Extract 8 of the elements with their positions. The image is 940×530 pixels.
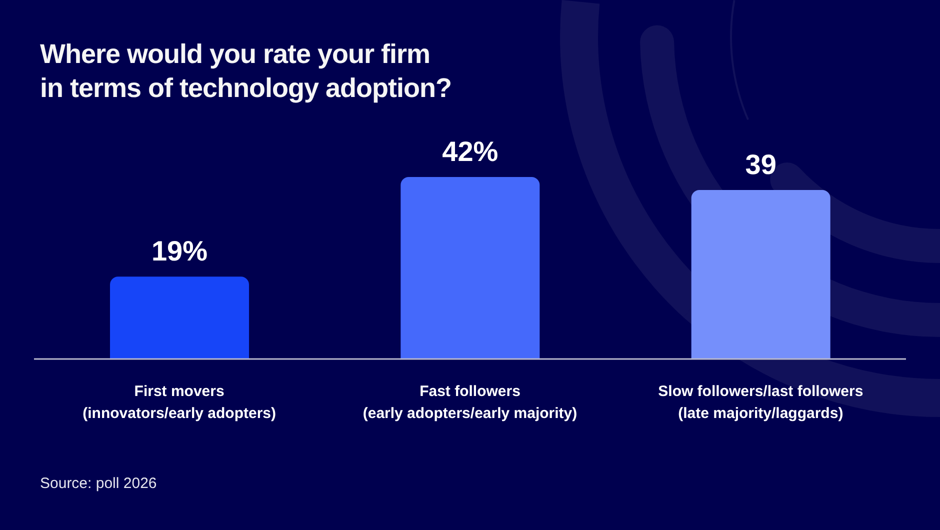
data-label: 19% [151, 236, 208, 267]
x-tick-label: Slow followers/last followers (late majority/laggards) [658, 383, 864, 422]
data-label: 42% [442, 136, 498, 167]
data-label: 39 [745, 149, 776, 180]
x-tick-label: First movers (innovators/early adopters) [82, 383, 276, 422]
chart-title: Where would you rate your firm in terms of technology adoption? [40, 38, 452, 105]
x-tick-label: Fast followers (early adopters/early majority) [362, 383, 578, 422]
source-note: Source: poll 2026 [40, 475, 157, 492]
